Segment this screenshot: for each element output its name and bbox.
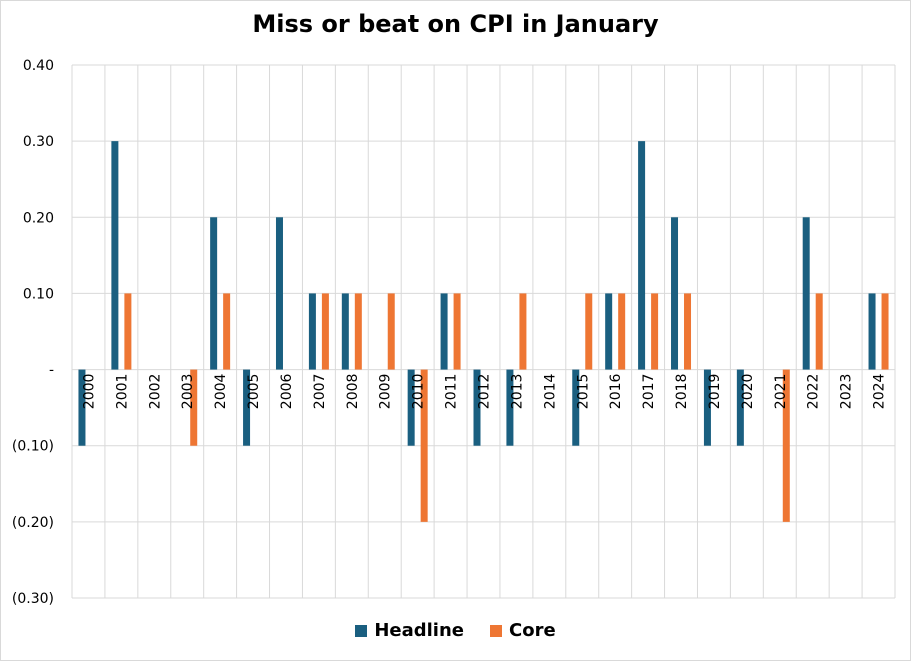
y-tick-label: 0.40	[23, 58, 54, 74]
bar-headline	[407, 369, 415, 446]
x-tick-label: 2021	[773, 374, 789, 410]
x-tick-label: 2009	[378, 374, 394, 410]
legend-swatch-headline	[355, 624, 368, 637]
x-tick-label: 2015	[575, 374, 591, 410]
x-tick-label: 2007	[312, 374, 328, 410]
bar-headline	[703, 369, 711, 446]
bar-core	[453, 293, 461, 370]
x-tick-label: 2024	[872, 373, 888, 409]
y-tick-label: (0.10)	[12, 439, 54, 455]
bar-core	[321, 293, 329, 370]
x-tick-label: 2003	[180, 374, 196, 410]
x-tick-label: 2022	[806, 374, 822, 410]
x-tick-label: 2011	[444, 374, 460, 410]
y-tick-label: 0.30	[23, 134, 54, 150]
bar-core	[124, 293, 132, 370]
y-tick-label: 0.10	[23, 286, 54, 302]
bar-core	[782, 369, 790, 522]
bar-core	[618, 293, 626, 370]
y-tick-label: 0.20	[23, 210, 54, 226]
bar-headline	[440, 293, 448, 370]
bar-headline	[671, 217, 679, 370]
bar-core	[585, 293, 593, 370]
x-tick-label: 2008	[345, 374, 361, 410]
bar-headline	[341, 293, 349, 370]
chart-title: Miss or beat on CPI in January	[252, 10, 659, 38]
x-tick-label: 2016	[608, 373, 624, 409]
bar-headline	[243, 369, 251, 446]
bar-core	[684, 293, 692, 370]
bar-headline	[506, 369, 514, 446]
bar-headline	[638, 141, 646, 370]
bar-core	[651, 293, 659, 370]
bar-headline	[605, 293, 613, 370]
legend-swatch-core	[490, 624, 502, 637]
bar-headline	[210, 217, 218, 370]
bar-headline	[275, 217, 283, 370]
bar-core	[815, 293, 823, 370]
bar-headline	[802, 217, 810, 370]
legend-item-headline: Headline	[355, 620, 464, 641]
x-tick-label: 2013	[509, 374, 525, 410]
x-tick-label: 2019	[707, 374, 723, 410]
bar-core	[420, 369, 428, 522]
x-tick-label: 2023	[839, 374, 855, 410]
chart-legend: Headline Core	[0, 620, 911, 641]
bar-headline	[572, 369, 580, 446]
x-tick-label: 2012	[477, 374, 493, 410]
x-tick-label: 2001	[114, 374, 130, 410]
bar-core	[519, 293, 527, 370]
y-tick-label: (0.30)	[12, 591, 54, 607]
x-tick-label: 2017	[641, 374, 657, 410]
bar-headline	[868, 293, 876, 370]
x-tick-label: 2002	[147, 374, 163, 410]
y-tick-label: -	[49, 363, 54, 379]
x-tick-label: 2006	[279, 373, 295, 409]
bar-core	[881, 293, 889, 370]
x-tick-label: 2004	[213, 373, 229, 409]
bar-core	[190, 369, 198, 446]
bar-core	[223, 293, 231, 370]
bar-headline	[308, 293, 316, 370]
bar-headline	[78, 369, 86, 446]
bar-core	[387, 293, 395, 370]
bar-core	[354, 293, 362, 370]
x-tick-label: 2005	[246, 374, 262, 410]
bar-headline	[736, 369, 744, 446]
x-tick-label: 2000	[81, 374, 97, 410]
x-tick-label: 2010	[411, 374, 427, 410]
legend-label-headline: Headline	[374, 620, 464, 641]
x-tick-label: 2014	[542, 373, 558, 409]
bar-headline	[473, 369, 481, 446]
y-tick-label: (0.20)	[12, 515, 54, 531]
x-tick-label: 2018	[674, 374, 690, 410]
x-tick-label: 2020	[740, 374, 756, 410]
legend-label-core: Core	[509, 620, 556, 641]
legend-item-core: Core	[490, 620, 556, 641]
bar-headline	[111, 141, 119, 370]
